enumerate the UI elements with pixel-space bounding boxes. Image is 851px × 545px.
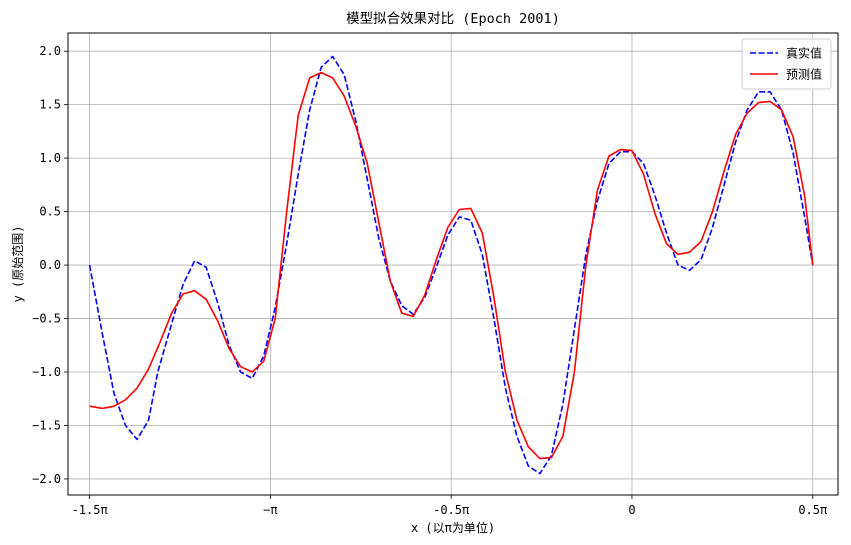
y-tick-label: 1.5 xyxy=(39,98,61,112)
plot-frame xyxy=(67,32,839,496)
series-line-true-value xyxy=(88,55,814,475)
legend-box xyxy=(741,38,832,90)
y-tick-label: −1.5 xyxy=(32,418,61,432)
x-axis-label: x (以π为单位) xyxy=(411,520,495,535)
x-tick-label: 0.5π xyxy=(798,503,827,517)
y-tick-label: 0.0 xyxy=(39,258,61,272)
legend-label-true-value: 真实值 xyxy=(786,46,822,61)
legend-label-predicted-value: 预测值 xyxy=(786,67,822,82)
y-tick-label: 0.5 xyxy=(39,205,61,219)
series-line-predicted-value xyxy=(89,71,814,460)
ticks: -1.5π −π -0.5π 0 0.5π 2.0 1.5 1.0 0.5 0.0 −0.5 −1.0… xyxy=(32,44,827,517)
y-tick-label: −2.0 xyxy=(32,472,61,486)
x-tick-label: -1.5π xyxy=(72,503,108,517)
y-tick-label: 2.0 xyxy=(39,44,61,58)
y-tick-label: 1.0 xyxy=(39,151,61,165)
y-axis-label: y (原始范围) xyxy=(11,226,25,303)
x-tick-label: −π xyxy=(263,503,277,517)
y-tick-label: −1.0 xyxy=(32,365,61,379)
y-tick-label: −0.5 xyxy=(32,312,61,326)
series-group xyxy=(88,55,814,475)
x-tick-label: 0 xyxy=(628,503,635,517)
chart-title: 模型拟合效果对比 (Epoch 2001) xyxy=(346,11,560,27)
grid xyxy=(68,33,838,495)
x-tick-label: -0.5π xyxy=(433,503,469,517)
